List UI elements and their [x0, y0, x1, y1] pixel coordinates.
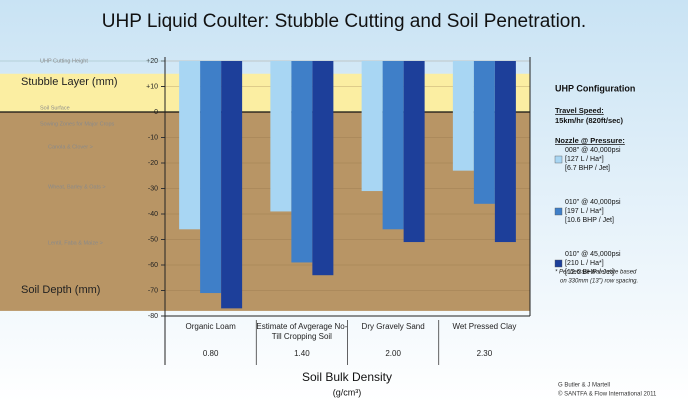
- annotation: Soil Surface: [40, 105, 70, 111]
- layer-swatch: [5, 76, 17, 88]
- y-tick-label: -30: [148, 185, 158, 192]
- bar: [221, 61, 243, 309]
- layer-legend-label: Soil Depth (mm): [21, 284, 100, 296]
- legend-swatch: [554, 207, 563, 216]
- legend-detail: [197 L / Ha*]: [565, 208, 604, 215]
- x-tick-label: Wet Pressed Clay: [452, 322, 517, 331]
- config-value: 15km/hr (820ft/sec): [555, 116, 623, 125]
- bar: [473, 61, 495, 204]
- layer-legend-label: Stubble Layer (mm): [21, 76, 118, 88]
- bar: [361, 61, 383, 192]
- legend-detail: [127 L / Ha*]: [565, 156, 604, 163]
- layer-band: [0, 73, 530, 112]
- annotation: UHP Cutting Height: [40, 58, 88, 64]
- footnote: * Per hectare water rate based: [555, 270, 637, 276]
- legend-detail: [10.6 BHP / Jet]: [565, 217, 614, 224]
- chart-title: UHP Liquid Coulter: Stubble Cutting and …: [102, 11, 586, 32]
- bar: [494, 61, 516, 243]
- bar: [403, 61, 425, 243]
- annotation: Lentil, Faba & Maize >: [48, 240, 103, 246]
- bar: [382, 61, 404, 230]
- bar: [291, 61, 313, 263]
- layer-swatch: [5, 284, 17, 296]
- y-tick-label: -70: [148, 287, 158, 294]
- x-tick-label: Organic Loam: [185, 322, 236, 331]
- bar: [179, 61, 201, 230]
- credit: G Butler & J Martell: [558, 383, 610, 389]
- x-tick-label: Estimate of Avgerage No-Till Cropping So…: [256, 322, 348, 341]
- x-tick-label: Dry Gravely Sand: [361, 322, 425, 331]
- credit: © SANTFA & Flow International 2011: [558, 391, 657, 398]
- footnote: on 330mm (13") row spacing.: [560, 279, 638, 285]
- legend-detail: [210 L / Ha*]: [565, 260, 604, 267]
- x-axis-label: Soil Bulk Density: [302, 370, 392, 384]
- y-tick-label: -50: [148, 236, 158, 243]
- annotation: Sowing Zones for Major Crops: [40, 121, 115, 127]
- config-title: UHP Configuration: [555, 83, 635, 93]
- y-tick-label: +20: [146, 58, 158, 65]
- legend-label: 010" @ 40,000psi: [565, 199, 621, 206]
- config-label: Nozzle @ Pressure:: [555, 136, 625, 145]
- legend-label: 008" @ 40,000psi: [565, 147, 621, 154]
- bar: [312, 61, 334, 276]
- annotation: Canola & Clover >: [48, 144, 93, 150]
- density-label: 0.80: [203, 349, 219, 358]
- legend-swatch: [554, 155, 563, 164]
- bar: [200, 61, 222, 294]
- y-tick-label: +10: [146, 83, 158, 90]
- bar: [270, 61, 292, 212]
- density-label: 2.30: [477, 349, 493, 358]
- density-label: 2.00: [385, 349, 401, 358]
- legend-detail: [12.6 BHP / Jet]: [565, 269, 614, 276]
- config-label: Travel Speed:: [555, 106, 604, 115]
- y-tick-label: -60: [148, 262, 158, 269]
- y-tick-label: -20: [148, 160, 158, 167]
- y-tick-label: -40: [148, 211, 158, 218]
- layer-band: [0, 112, 530, 311]
- density-label: 1.40: [294, 349, 310, 358]
- legend-swatch: [554, 259, 563, 268]
- legend-detail: [6.7 BHP / Jet]: [565, 165, 610, 172]
- annotation: Wheat, Barley & Oats >: [48, 184, 106, 190]
- bar: [452, 61, 474, 171]
- legend-label: 010" @ 45,000psi: [565, 251, 621, 258]
- y-tick-label: -80: [148, 313, 158, 320]
- y-tick-label: -10: [148, 134, 158, 141]
- x-axis-unit: (g/cm³): [333, 387, 362, 397]
